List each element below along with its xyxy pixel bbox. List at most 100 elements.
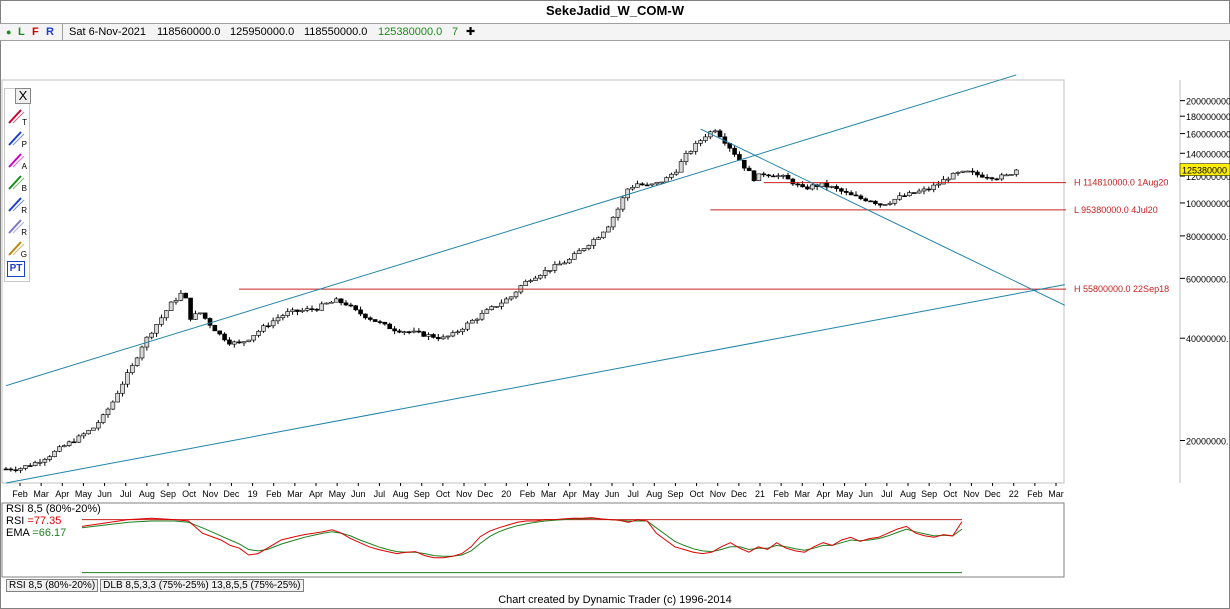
- last-price-box: [1179, 163, 1230, 176]
- candle-up: [1004, 174, 1009, 177]
- candle-down: [236, 341, 242, 344]
- candle-up: [154, 324, 159, 334]
- candle-up: [678, 161, 684, 173]
- channel-lower-line: [5, 284, 1065, 484]
- x-tick-label: Oct: [690, 489, 705, 499]
- candle-up: [513, 291, 519, 298]
- status-close: 125380000.0: [378, 26, 443, 38]
- andrews-pitchfork-tool-icon[interactable]: A: [7, 151, 27, 171]
- x-tick-label: Feb: [1027, 489, 1043, 499]
- status-date: Sat 6-Nov-2021: [69, 26, 147, 38]
- candle-up: [178, 292, 184, 301]
- candle-up: [669, 173, 674, 178]
- candle-up: [960, 170, 966, 173]
- candle-up: [921, 188, 927, 192]
- candle-up: [688, 151, 694, 154]
- tab-dlb[interactable]: DLB 8,5,3,3 (75%-25%) 13,8,5,5 (75%-25%): [100, 579, 304, 592]
- rsi-title: RSI 8,5 (80%-20%): [6, 503, 101, 515]
- toolbox-close-button[interactable]: X: [15, 88, 31, 104]
- candle-down: [392, 328, 397, 332]
- candle-down: [989, 177, 995, 180]
- tab-rsi[interactable]: RSI 8,5 (80%-20%): [6, 579, 99, 592]
- ratio-lines-tool-icon[interactable]: R: [7, 217, 27, 237]
- candle-up: [66, 441, 72, 446]
- candle-down: [207, 318, 213, 326]
- candle-up: [251, 335, 257, 341]
- live-dot-icon[interactable]: ●: [6, 27, 12, 37]
- candle-up: [42, 459, 48, 463]
- candle-up: [411, 330, 417, 333]
- candle-down: [217, 330, 223, 335]
- retracement-tool-icon[interactable]: R: [7, 195, 27, 215]
- candle-down: [435, 337, 441, 340]
- candle-down: [265, 325, 271, 328]
- toggle-r-button[interactable]: R: [46, 26, 54, 38]
- candle-up: [460, 328, 465, 333]
- candle-up: [139, 346, 145, 359]
- downtrend-line: [700, 128, 1066, 306]
- candle-down: [295, 309, 300, 312]
- x-tick-label: Mar: [1048, 489, 1064, 499]
- candle-up: [333, 298, 339, 303]
- candle-down: [717, 130, 723, 138]
- candle-up: [110, 401, 116, 410]
- x-tick-label: Mar: [33, 489, 49, 499]
- candle-up: [86, 430, 91, 435]
- candle-up: [819, 182, 825, 187]
- candle-down: [343, 302, 349, 306]
- level-label: H 55800000.0 22Sep18: [1074, 284, 1169, 294]
- level-label: H 114810000.0 1Aug20: [1074, 178, 1168, 188]
- candle-up: [440, 336, 446, 340]
- x-tick-label: Mar: [541, 489, 557, 499]
- candle-down: [3, 468, 9, 471]
- candle-up: [76, 435, 82, 443]
- candle-up: [897, 195, 903, 200]
- candle-up: [329, 301, 334, 304]
- status-bar: ● L F R Sat 6-Nov-2021 118560000.0 12595…: [0, 23, 1230, 41]
- candle-down: [741, 159, 747, 169]
- add-icon[interactable]: ✚: [466, 26, 476, 38]
- drawing-toolbox: X T P A B R R G PT: [4, 88, 31, 282]
- candle-up: [319, 303, 325, 311]
- toggle-f-button[interactable]: F: [32, 26, 39, 38]
- candle-down: [848, 192, 854, 196]
- candle-up: [542, 270, 548, 276]
- candle-up: [1013, 169, 1019, 175]
- trendline-tool-icon[interactable]: T: [7, 107, 27, 127]
- candle-up: [635, 183, 640, 188]
- y-tick-label: 100000000: [1186, 199, 1230, 209]
- candle-down: [858, 195, 864, 200]
- candle-up: [999, 174, 1005, 180]
- x-tick-label: Mar: [287, 489, 303, 499]
- time-band-tool-icon[interactable]: B: [7, 173, 27, 193]
- pt-tool-icon[interactable]: PT: [7, 261, 27, 279]
- candle-up: [664, 177, 669, 183]
- candle-down: [785, 174, 791, 180]
- status-high: 125950000.0: [230, 26, 295, 38]
- parallel-lines-tool-icon[interactable]: P: [7, 129, 27, 149]
- y-tick-label: 160000000: [1186, 130, 1230, 140]
- y-tick-label: 20000000.: [1186, 437, 1229, 447]
- candle-up: [931, 184, 937, 190]
- x-tick-label: Dec: [731, 489, 748, 499]
- candle-down: [911, 192, 917, 194]
- candle-up: [547, 270, 553, 272]
- price-chart[interactable]: 200000000 180000000 160000000 140000000 1200…: [0, 40, 1230, 580]
- candle-down: [227, 339, 232, 345]
- toggle-l-button[interactable]: L: [18, 26, 25, 38]
- x-tick-label: 21: [755, 489, 765, 499]
- x-tick-label: 19: [248, 489, 258, 499]
- x-tick-label: Aug: [900, 489, 916, 499]
- x-tick-label: Dec: [223, 489, 240, 499]
- candle-up: [552, 264, 558, 271]
- gann-fan-tool-icon[interactable]: G: [7, 239, 27, 259]
- candle-down: [873, 200, 878, 204]
- candle-down: [431, 334, 436, 338]
- candle-up: [882, 204, 888, 206]
- candle-up: [450, 332, 456, 337]
- candle-up: [775, 175, 781, 178]
- candle-down: [970, 170, 975, 173]
- x-tick-label: Feb: [12, 489, 28, 499]
- y-tick-label: 40000000.: [1186, 334, 1229, 344]
- x-tick-label: May: [329, 489, 347, 499]
